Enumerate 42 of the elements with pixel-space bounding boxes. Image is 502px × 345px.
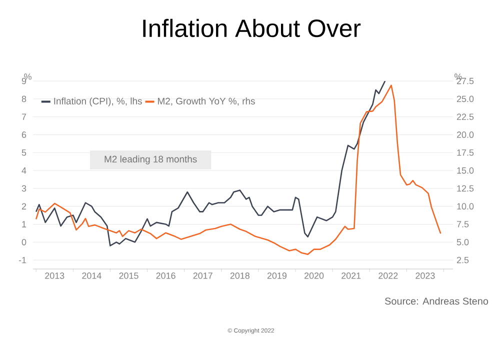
y2-tick-label: 10.0 [457,203,474,210]
y2-axis-title: % [454,74,462,80]
y2-tick-label: 15.0 [457,167,474,174]
y-tick-label: 4 [22,167,26,174]
y-tick-label: 3 [22,185,26,192]
legend-label: M2, Growth YoY %, rhs [158,98,255,106]
y-tick-label: 0 [22,238,26,246]
legend-label: Inflation (CPI), %, lhs [54,98,142,106]
y2-tick-label: 22.5 [456,114,474,120]
x-tick-label: 2015 [119,272,138,279]
y2-tick-label: 5.0 [456,238,469,246]
x-tick-label: 2020 [304,272,324,279]
annotation: M2 leading 18 months [104,156,197,164]
x-tick-label: 2019 [267,272,287,279]
x-tick-label: 2021 [342,272,361,279]
x-tick-label: 2017 [193,272,212,279]
y-tick-label: 1 [22,221,26,228]
y-tick-label: 6 [22,132,26,138]
y2-tick-label: 25.0 [456,96,474,102]
y-tick-label: -1 [18,256,26,264]
line-series [35,84,442,255]
y-axis-title: % [24,74,32,80]
y-tick-label: 9 [22,78,26,84]
y2-tick-label: 20.0 [456,132,474,138]
x-tick-label: 2016 [156,272,176,279]
x-tick-label: 2013 [45,272,64,279]
y-tick-label: 2 [22,203,26,210]
chart-title: Inflation About Over [143,18,361,38]
x-tick-label: 2018 [230,272,250,279]
y2-tick-label: 2.5 [456,256,469,264]
y2-tick-label: 12.5 [457,185,474,192]
y2-tick-label: 17.5 [457,149,474,156]
y2-tick-label: 7.5 [456,221,469,228]
line-series [35,80,386,246]
source-note: Source: Andreas Steno [385,297,488,305]
y-tick-label: 7 [22,114,26,120]
y-tick-label: 5 [22,149,26,156]
y2-tick-label: 27.5 [456,78,474,84]
x-tick-label: 2022 [378,272,398,279]
y-tick-label: 8 [22,96,26,102]
x-tick-label: 2023 [416,272,435,279]
x-tick-label: 2014 [82,272,102,279]
